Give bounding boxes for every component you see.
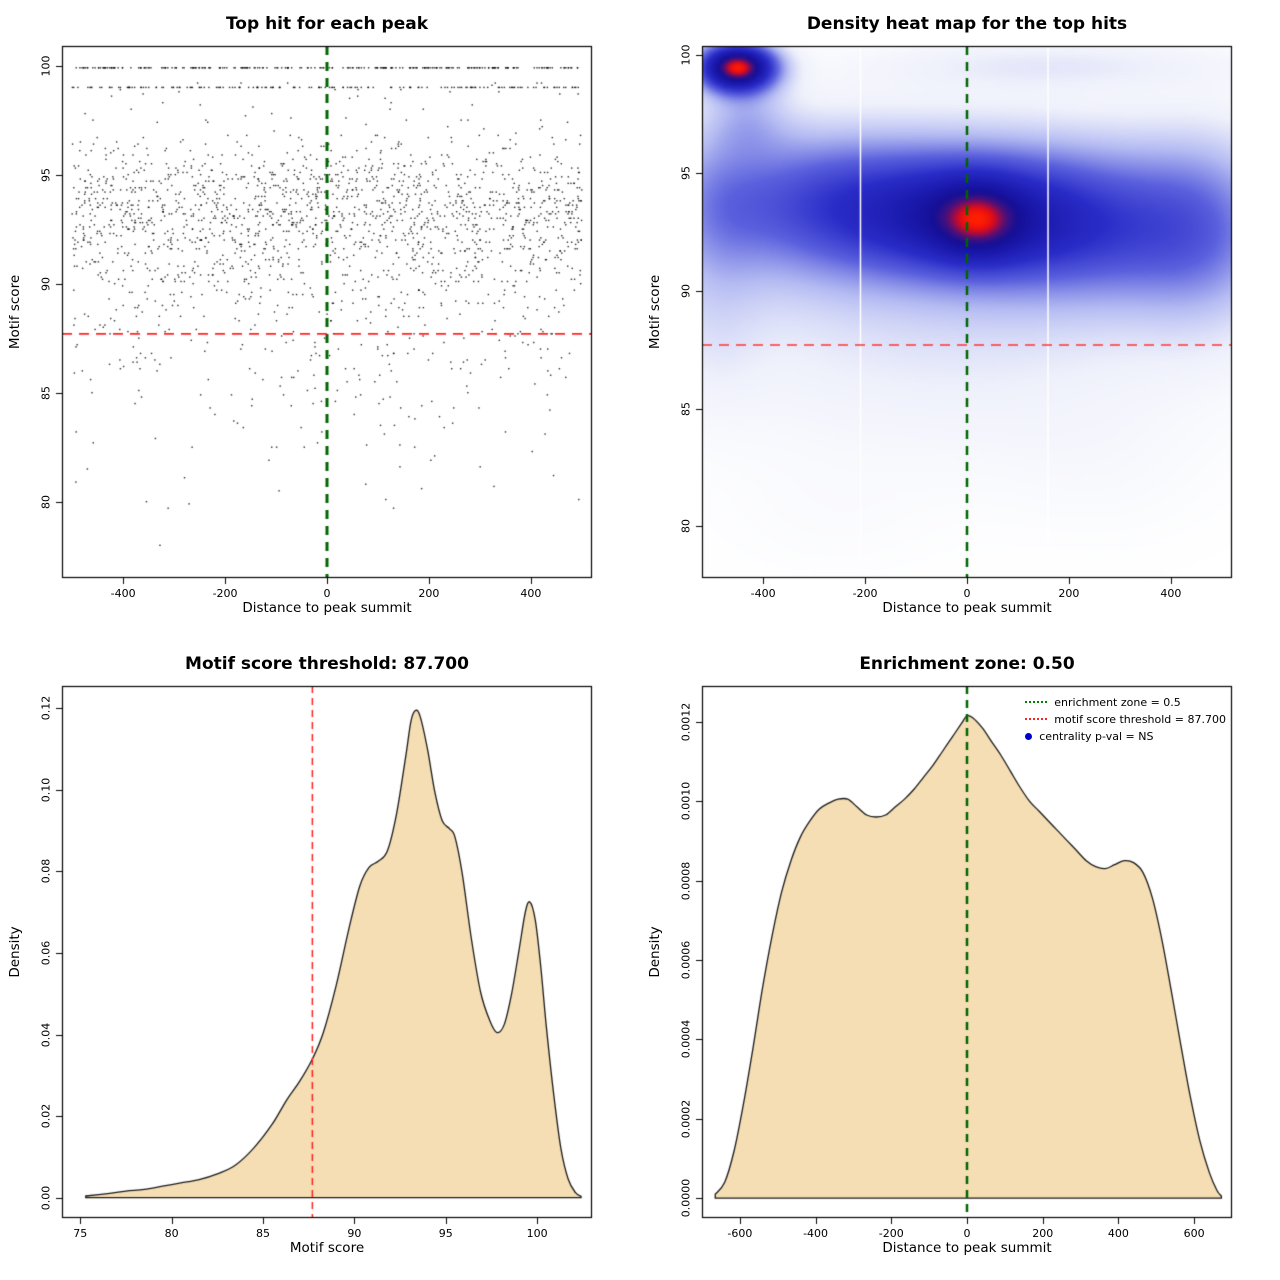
x-tick-label: 400 — [1107, 1227, 1129, 1240]
y-axis-label: Density — [7, 926, 23, 978]
x-tick-label: 200 — [1032, 1227, 1054, 1240]
y-tick-label: 0.0010 — [679, 781, 693, 821]
y-tick-label: 80 — [39, 494, 53, 509]
legend-label: motif score threshold = 87.700 — [1054, 712, 1226, 726]
panel-distance-density: Enrichment zone: 0.50 Distance to peak s… — [640, 640, 1280, 1280]
y-tick-label: 0.10 — [39, 777, 53, 803]
chart-title: Top hit for each peak — [225, 14, 429, 34]
x-axis-label: Distance to peak summit — [882, 1240, 1052, 1256]
y-tick-label: 80 — [679, 519, 693, 534]
x-tick-label: 200 — [1058, 587, 1080, 600]
x-axis-label: Distance to peak summit — [882, 600, 1052, 616]
legend: enrichment zone = 0.5 motif score thresh… — [1025, 694, 1226, 744]
x-tick-label: -200 — [852, 587, 878, 600]
y-tick-label: 95 — [39, 167, 53, 182]
legend-label: centrality p-val = NS — [1039, 729, 1154, 743]
y-tick-label: 0.0002 — [679, 1099, 693, 1138]
y-tick-label: 85 — [39, 385, 53, 400]
x-tick-label: 0 — [323, 587, 331, 600]
y-tick-label: 0.0008 — [679, 861, 693, 900]
x-tick-label: 400 — [1160, 587, 1182, 600]
y-tick-label: 0.0012 — [679, 702, 693, 741]
green-dotted-line-icon — [1025, 701, 1048, 703]
panel-density-heatmap: Density heat map for the top hits Distan… — [640, 0, 1280, 640]
panel-motif-score-density: Motif score threshold: 87.700 Motif scor… — [0, 640, 640, 1280]
x-tick-label: 85 — [256, 1227, 271, 1240]
distance-density-canvas — [640, 640, 1280, 1280]
y-tick-label: 0.04 — [39, 1022, 53, 1047]
x-tick-label: -400 — [803, 1227, 829, 1240]
x-tick-label: 200 — [418, 587, 440, 600]
scatter-plot-canvas — [0, 0, 640, 640]
x-tick-label: -200 — [878, 1227, 904, 1240]
y-tick-label: 0.0004 — [679, 1020, 693, 1059]
x-tick-label: 100 — [526, 1227, 548, 1240]
x-tick-label: 75 — [73, 1227, 88, 1240]
x-tick-label: 80 — [164, 1227, 179, 1240]
y-tick-label: 85 — [679, 401, 693, 416]
legend-item-score-threshold: motif score threshold = 87.700 — [1025, 711, 1226, 727]
y-tick-label: 100 — [39, 55, 53, 77]
x-tick-label: 95 — [438, 1227, 453, 1240]
y-tick-label: 100 — [679, 44, 693, 66]
score-density-canvas — [0, 640, 640, 1280]
y-axis-label: Motif score — [647, 274, 663, 350]
chart-title: Motif score threshold: 87.700 — [185, 654, 469, 674]
x-tick-label: -400 — [110, 587, 136, 600]
y-tick-label: 0.08 — [39, 859, 53, 884]
legend-item-enrichment-zone: enrichment zone = 0.5 — [1025, 694, 1226, 710]
x-tick-label: 600 — [1183, 1227, 1205, 1240]
panel-top-hit-scatter: Top hit for each peak Distance to peak s… — [0, 0, 640, 640]
chart-title: Density heat map for the top hits — [806, 14, 1128, 34]
x-tick-label: -400 — [750, 587, 776, 600]
y-tick-label: 90 — [39, 276, 53, 291]
y-axis-label: Motif score — [7, 274, 23, 350]
x-tick-label: -200 — [212, 587, 238, 600]
x-tick-label: -600 — [727, 1227, 753, 1240]
chart-title: Enrichment zone: 0.50 — [859, 654, 1075, 674]
y-tick-label: 0.06 — [39, 940, 53, 966]
y-tick-label: 0.0000 — [679, 1178, 693, 1218]
x-tick-label: 0 — [963, 587, 971, 600]
heatmap-plot-canvas — [640, 0, 1280, 640]
x-tick-label: 90 — [347, 1227, 362, 1240]
y-tick-label: 90 — [679, 283, 693, 298]
blue-dot-icon — [1025, 732, 1033, 740]
red-dotted-line-icon — [1025, 718, 1048, 720]
y-tick-label: 0.00 — [39, 1185, 53, 1210]
x-tick-label: 0 — [963, 1227, 971, 1240]
x-tick-label: 400 — [520, 587, 542, 600]
legend-item-centrality-pval: centrality p-val = NS — [1025, 728, 1226, 744]
legend-label: enrichment zone = 0.5 — [1054, 695, 1181, 709]
x-axis-label: Distance to peak summit — [242, 600, 412, 616]
y-tick-label: 0.02 — [39, 1103, 53, 1129]
y-axis-label: Density — [647, 926, 663, 978]
y-tick-label: 0.0006 — [679, 940, 693, 980]
y-tick-label: 95 — [679, 166, 693, 181]
x-axis-label: Motif score — [289, 1240, 365, 1256]
y-tick-label: 0.12 — [39, 696, 53, 721]
